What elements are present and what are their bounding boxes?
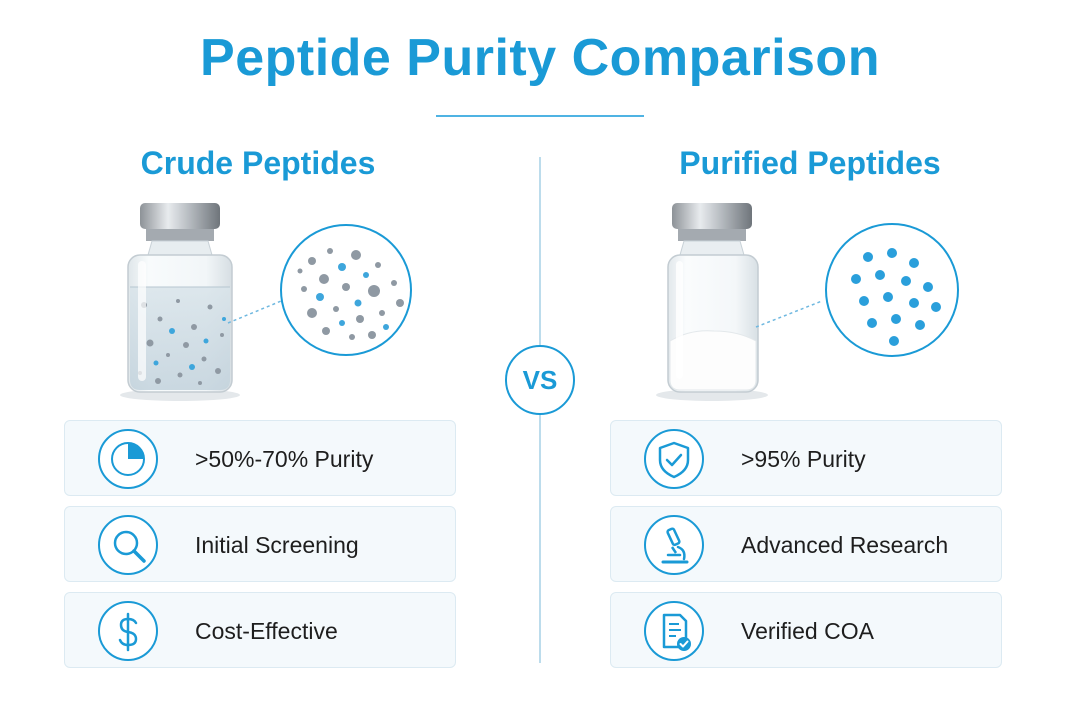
- crude-purity-label: >50%-70% Purity: [195, 446, 374, 472]
- title-underline: [436, 115, 644, 117]
- purified-powder: [669, 330, 757, 391]
- crude-cost-label: Cost-Effective: [195, 618, 338, 644]
- purified-magnified-view: [825, 223, 959, 357]
- certificate-document-icon: [644, 601, 704, 661]
- purified-feature-coa: Verified COA: [610, 592, 1002, 668]
- crude-feature-cost: Cost-Effective: [64, 592, 456, 668]
- shield-check-icon: [644, 429, 704, 489]
- purified-feature-research: Advanced Research: [610, 506, 1002, 582]
- purified-feature-purity: >95% Purity: [610, 420, 1002, 496]
- purified-peptide-vial-illustration: [656, 203, 959, 401]
- vial-cap: [672, 203, 752, 229]
- dollar-sign-icon: [98, 601, 158, 661]
- crude-peptide-vial-illustration: [120, 203, 412, 401]
- magnifying-glass-icon: [98, 515, 158, 575]
- purified-research-label: Advanced Research: [741, 532, 949, 558]
- page-title: Peptide Purity Comparison: [200, 29, 880, 87]
- crude-feature-purity: >50%-70% Purity: [64, 420, 456, 496]
- crude-feature-screening: Initial Screening: [64, 506, 456, 582]
- microscope-icon: [644, 515, 704, 575]
- crude-peptides-heading: Crude Peptides: [140, 145, 376, 181]
- crude-screening-label: Initial Screening: [195, 532, 359, 558]
- vs-badge: VS: [505, 345, 575, 415]
- purified-peptides-heading: Purified Peptides: [679, 145, 941, 181]
- purity-pie-chart-icon: [98, 429, 158, 489]
- purified-coa-label: Verified COA: [741, 618, 874, 644]
- purified-purity-label: >95% Purity: [741, 446, 866, 472]
- vial-cap: [140, 203, 220, 229]
